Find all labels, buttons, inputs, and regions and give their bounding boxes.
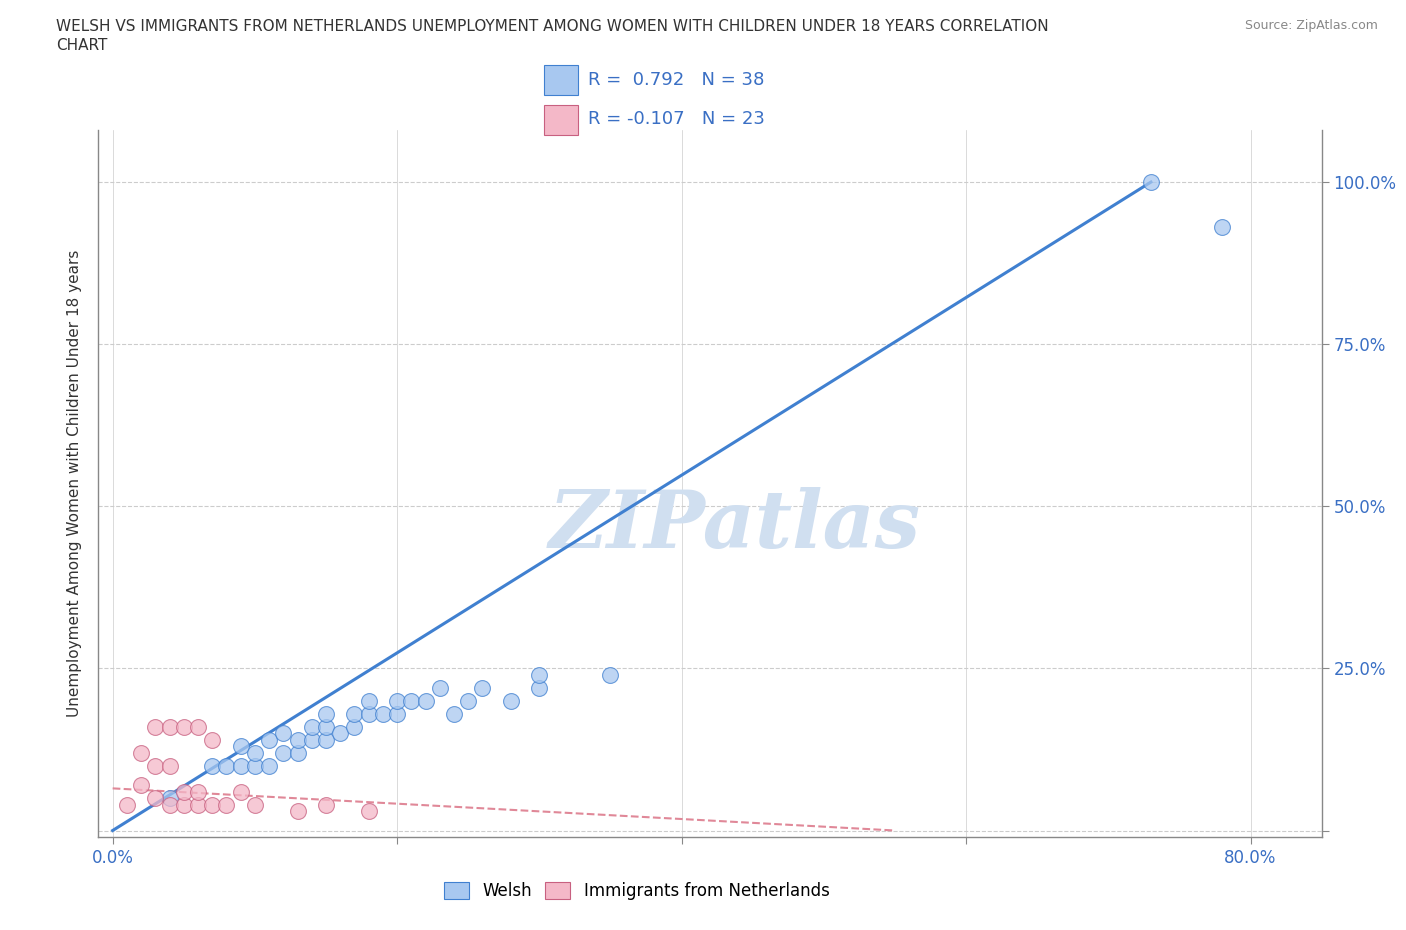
Point <box>357 694 380 709</box>
Point <box>301 732 323 747</box>
Point <box>273 725 295 740</box>
Bar <box>544 65 578 95</box>
Point <box>287 732 309 747</box>
Point <box>229 758 252 773</box>
Point <box>443 707 465 722</box>
Text: R = -0.107   N = 23: R = -0.107 N = 23 <box>588 111 765 128</box>
Point <box>357 804 380 818</box>
Text: WELSH VS IMMIGRANTS FROM NETHERLANDS UNEMPLOYMENT AMONG WOMEN WITH CHILDREN UNDE: WELSH VS IMMIGRANTS FROM NETHERLANDS UNE… <box>56 19 1049 53</box>
Point <box>173 784 195 799</box>
Point <box>401 694 423 709</box>
Point <box>143 790 166 805</box>
Point <box>315 797 337 812</box>
Point <box>287 745 309 760</box>
Point <box>257 732 280 747</box>
Text: Source: ZipAtlas.com: Source: ZipAtlas.com <box>1244 19 1378 32</box>
Point <box>315 732 337 747</box>
Point <box>229 784 252 799</box>
Point <box>159 758 181 773</box>
Point <box>243 758 266 773</box>
Y-axis label: Unemployment Among Women with Children Under 18 years: Unemployment Among Women with Children U… <box>67 250 83 717</box>
Point <box>301 719 323 734</box>
Point <box>529 681 551 696</box>
Point <box>143 719 166 734</box>
Point <box>215 797 238 812</box>
Point <box>499 694 522 709</box>
Point <box>173 797 195 812</box>
Point <box>315 719 337 734</box>
Point <box>257 758 280 773</box>
Bar <box>544 105 578 136</box>
Point <box>243 797 266 812</box>
Point <box>471 681 494 696</box>
Point <box>529 668 551 683</box>
Point <box>143 758 166 773</box>
Point <box>1211 220 1233 235</box>
Point <box>129 777 152 792</box>
Point <box>159 790 181 805</box>
Point <box>357 707 380 722</box>
Point <box>343 719 366 734</box>
Point <box>457 694 479 709</box>
Point <box>599 668 621 683</box>
Point <box>429 681 451 696</box>
Point <box>243 745 266 760</box>
Point <box>385 694 408 709</box>
Point <box>1140 175 1163 190</box>
Point <box>385 707 408 722</box>
Point <box>115 797 138 812</box>
Point <box>415 694 437 709</box>
Point <box>215 758 238 773</box>
Text: R =  0.792   N = 38: R = 0.792 N = 38 <box>588 71 765 88</box>
Text: ZIPatlas: ZIPatlas <box>548 487 921 565</box>
Legend: Welsh, Immigrants from Netherlands: Welsh, Immigrants from Netherlands <box>437 875 837 907</box>
Point <box>173 719 195 734</box>
Point <box>329 725 352 740</box>
Point <box>129 745 152 760</box>
Point <box>273 745 295 760</box>
Point <box>343 707 366 722</box>
Point <box>371 707 394 722</box>
Point <box>287 804 309 818</box>
Point <box>201 732 224 747</box>
Point <box>201 758 224 773</box>
Point <box>159 797 181 812</box>
Point <box>187 719 209 734</box>
Point <box>187 784 209 799</box>
Point <box>315 707 337 722</box>
Point <box>229 738 252 753</box>
Point <box>187 797 209 812</box>
Point <box>159 719 181 734</box>
Point <box>201 797 224 812</box>
